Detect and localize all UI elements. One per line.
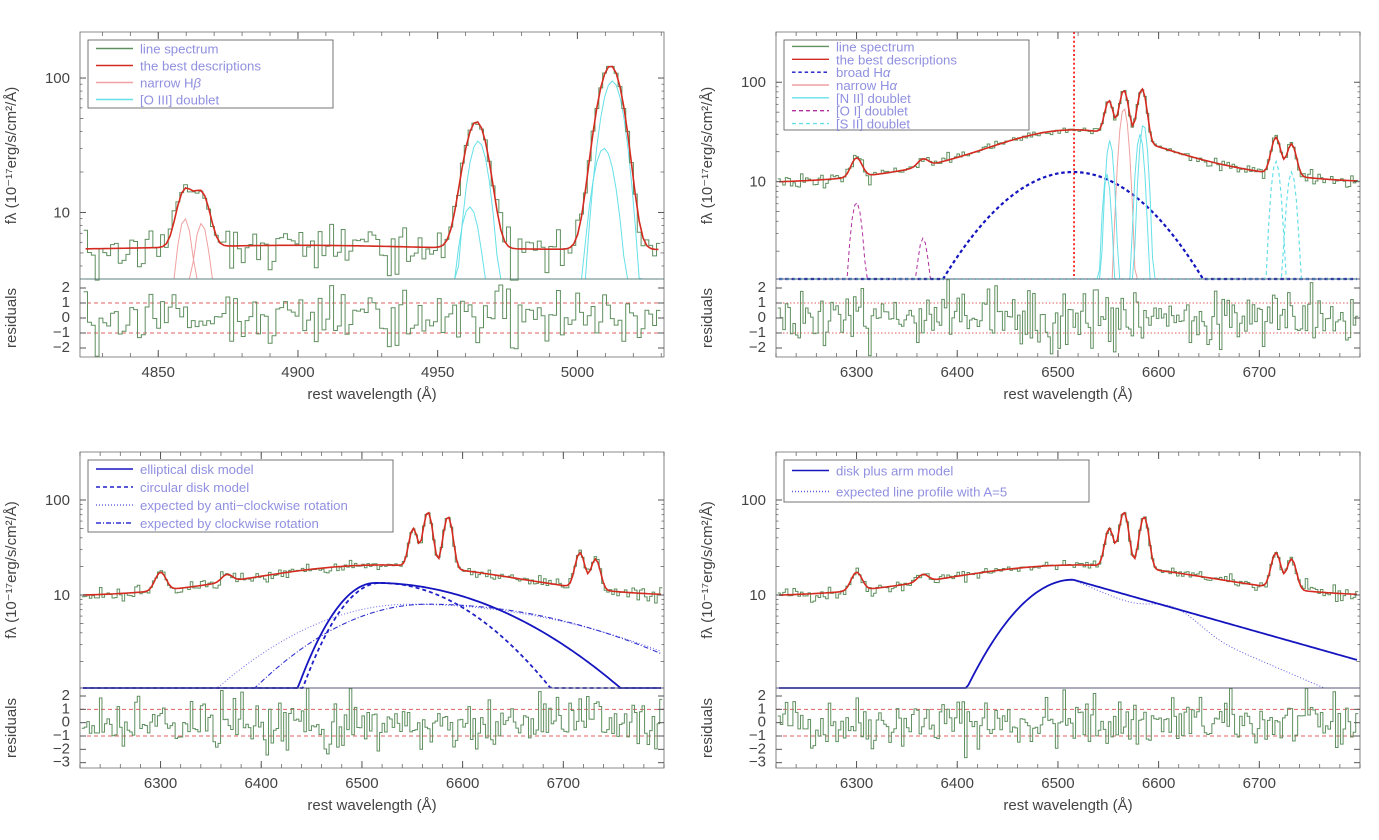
svg-text:10: 10: [53, 204, 70, 221]
svg-text:6300: 6300: [144, 775, 177, 792]
svg-text:rest wavelength (Å): rest wavelength (Å): [1003, 386, 1132, 403]
svg-text:fλ (10⁻¹⁷erg/s/cm²/Å): fλ (10⁻¹⁷erg/s/cm²/Å): [699, 87, 716, 225]
svg-text:fλ (10⁻¹⁷erg/s/cm²/Å): fλ (10⁻¹⁷erg/s/cm²/Å): [3, 87, 20, 225]
svg-text:expected by anti−clockwise rot: expected by anti−clockwise rotation: [140, 498, 348, 513]
svg-text:−2: −2: [53, 339, 70, 356]
svg-text:expected line profile with A=5: expected line profile with A=5: [836, 485, 1007, 500]
svg-text:[S II] doublet: [S II] doublet: [836, 117, 910, 132]
svg-text:6300: 6300: [840, 775, 873, 792]
svg-text:6600: 6600: [1142, 775, 1175, 792]
svg-text:expected by clockwise rotation: expected by clockwise rotation: [140, 516, 319, 531]
svg-text:100: 100: [45, 492, 70, 509]
svg-text:circular disk model: circular disk model: [140, 480, 249, 495]
svg-text:elliptical disk model: elliptical disk model: [140, 462, 254, 477]
svg-text:−2: −2: [749, 339, 766, 356]
svg-text:6400: 6400: [941, 364, 974, 381]
svg-text:6300: 6300: [840, 364, 873, 381]
svg-text:6600: 6600: [446, 775, 479, 792]
svg-text:6500: 6500: [345, 775, 378, 792]
svg-text:narrow Hβ: narrow Hβ: [140, 76, 202, 91]
svg-text:10: 10: [749, 174, 766, 191]
svg-text:6700: 6700: [1243, 775, 1276, 792]
svg-text:10: 10: [749, 587, 766, 604]
svg-text:6700: 6700: [547, 775, 580, 792]
svg-text:4850: 4850: [142, 364, 175, 381]
svg-text:fλ (10⁻¹⁷erg/s/cm²/Å): fλ (10⁻¹⁷erg/s/cm²/Å): [699, 501, 716, 639]
svg-text:disk plus arm model: disk plus arm model: [836, 464, 953, 479]
svg-text:6400: 6400: [941, 775, 974, 792]
svg-text:6700: 6700: [1243, 364, 1276, 381]
svg-text:100: 100: [741, 492, 766, 509]
svg-text:6400: 6400: [245, 775, 278, 792]
svg-text:100: 100: [45, 70, 70, 87]
svg-text:rest wavelength (Å): rest wavelength (Å): [307, 386, 436, 403]
svg-text:the best descriptions: the best descriptions: [140, 59, 261, 74]
svg-text:residuals: residuals: [699, 288, 716, 348]
svg-text:residuals: residuals: [3, 288, 20, 348]
svg-text:rest wavelength (Å): rest wavelength (Å): [1003, 797, 1132, 814]
svg-text:−3: −3: [749, 754, 766, 771]
svg-text:residuals: residuals: [699, 698, 716, 758]
svg-text:−3: −3: [53, 754, 70, 771]
svg-text:5000: 5000: [561, 364, 594, 381]
svg-text:4900: 4900: [281, 364, 314, 381]
svg-text:residuals: residuals: [3, 698, 20, 758]
svg-text:line spectrum: line spectrum: [140, 42, 218, 57]
svg-text:4950: 4950: [421, 364, 454, 381]
svg-text:6500: 6500: [1041, 775, 1074, 792]
svg-text:rest wavelength (Å): rest wavelength (Å): [307, 797, 436, 814]
svg-text:fλ (10⁻¹⁷erg/s/cm²/Å): fλ (10⁻¹⁷erg/s/cm²/Å): [3, 501, 20, 639]
svg-text:6600: 6600: [1142, 364, 1175, 381]
svg-text:6500: 6500: [1041, 364, 1074, 381]
svg-text:100: 100: [741, 74, 766, 91]
svg-text:10: 10: [53, 587, 70, 604]
svg-text:[O III] doublet: [O III] doublet: [140, 93, 220, 108]
